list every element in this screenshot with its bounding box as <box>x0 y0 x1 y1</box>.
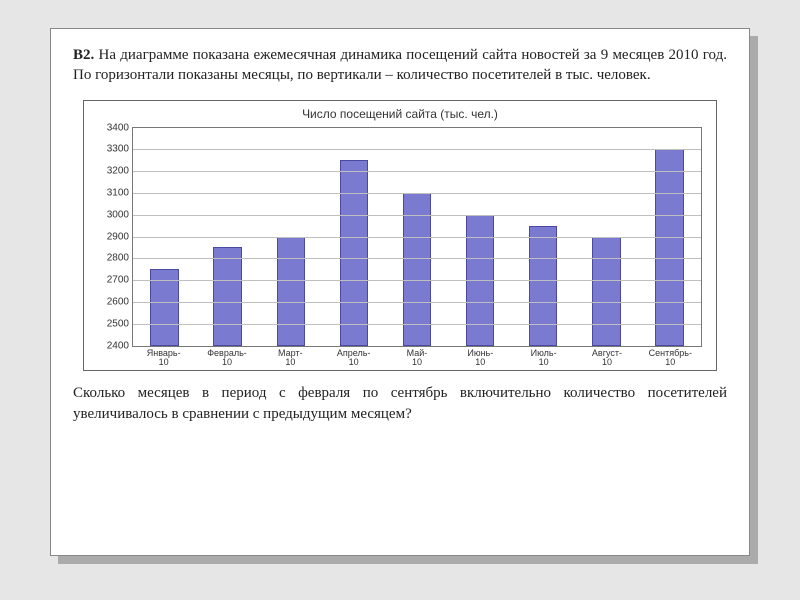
chart-gridline <box>133 215 701 216</box>
chart-x-tick-label: Июнь-10 <box>449 349 512 369</box>
chart-gridline <box>133 258 701 259</box>
chart-x-labels: Январь-10Февраль-10Март-10Апрель-10Май-1… <box>132 349 702 369</box>
chart-plot-area: 2400250026002700280029003000310032003300… <box>132 127 702 347</box>
chart-x-tick-label: Март-10 <box>259 349 322 369</box>
chart-bar <box>592 237 620 346</box>
chart-gridline <box>133 302 701 303</box>
page-wrap: B2. На диаграмме показана ежемесячная ди… <box>0 0 800 600</box>
chart-gridline <box>133 193 701 194</box>
chart-gridline <box>133 237 701 238</box>
chart-bar <box>529 226 557 346</box>
chart-y-tick-label: 3100 <box>93 187 129 198</box>
chart-y-tick-label: 2600 <box>93 296 129 307</box>
chart-bar <box>403 193 431 346</box>
chart-y-tick-label: 3400 <box>93 122 129 133</box>
chart-x-tick-label: Июль-10 <box>512 349 575 369</box>
question-text: Сколько месяцев в период с февраля по се… <box>73 383 727 424</box>
chart-y-tick-label: 3200 <box>93 166 129 177</box>
chart-gridline <box>133 324 701 325</box>
chart-y-tick-label: 2700 <box>93 275 129 286</box>
task-label: B2. <box>73 47 94 63</box>
chart-gridline <box>133 171 701 172</box>
intro-paragraph: B2. На диаграмме показана ежемесячная ди… <box>73 45 727 86</box>
chart-x-tick-label: Январь-10 <box>132 349 195 369</box>
chart-x-tick-label: Август-10 <box>575 349 638 369</box>
chart-y-tick-label: 2800 <box>93 253 129 264</box>
chart-x-tick-label: Февраль-10 <box>195 349 258 369</box>
intro-text: На диаграмме показана ежемесячная динами… <box>73 47 727 83</box>
chart-y-tick-label: 3000 <box>93 209 129 220</box>
chart-bar <box>277 237 305 346</box>
chart-bar <box>655 149 683 345</box>
chart-x-tick-label: Май-10 <box>385 349 448 369</box>
chart-x-tick-label: Сентябрь-10 <box>639 349 702 369</box>
chart-bar <box>213 247 241 345</box>
chart-y-tick-label: 2900 <box>93 231 129 242</box>
chart-container: Число посещений сайта (тыс. чел.) 240025… <box>83 100 717 372</box>
chart-y-tick-label: 2500 <box>93 318 129 329</box>
chart-title: Число посещений сайта (тыс. чел.) <box>90 107 710 121</box>
chart-y-tick-label: 3300 <box>93 144 129 155</box>
chart-bar <box>340 160 368 345</box>
chart-gridline <box>133 280 701 281</box>
chart-gridline <box>133 149 701 150</box>
sheet: B2. На диаграмме показана ежемесячная ди… <box>50 28 750 556</box>
chart-x-tick-label: Апрель-10 <box>322 349 385 369</box>
chart-y-tick-label: 2400 <box>93 340 129 351</box>
